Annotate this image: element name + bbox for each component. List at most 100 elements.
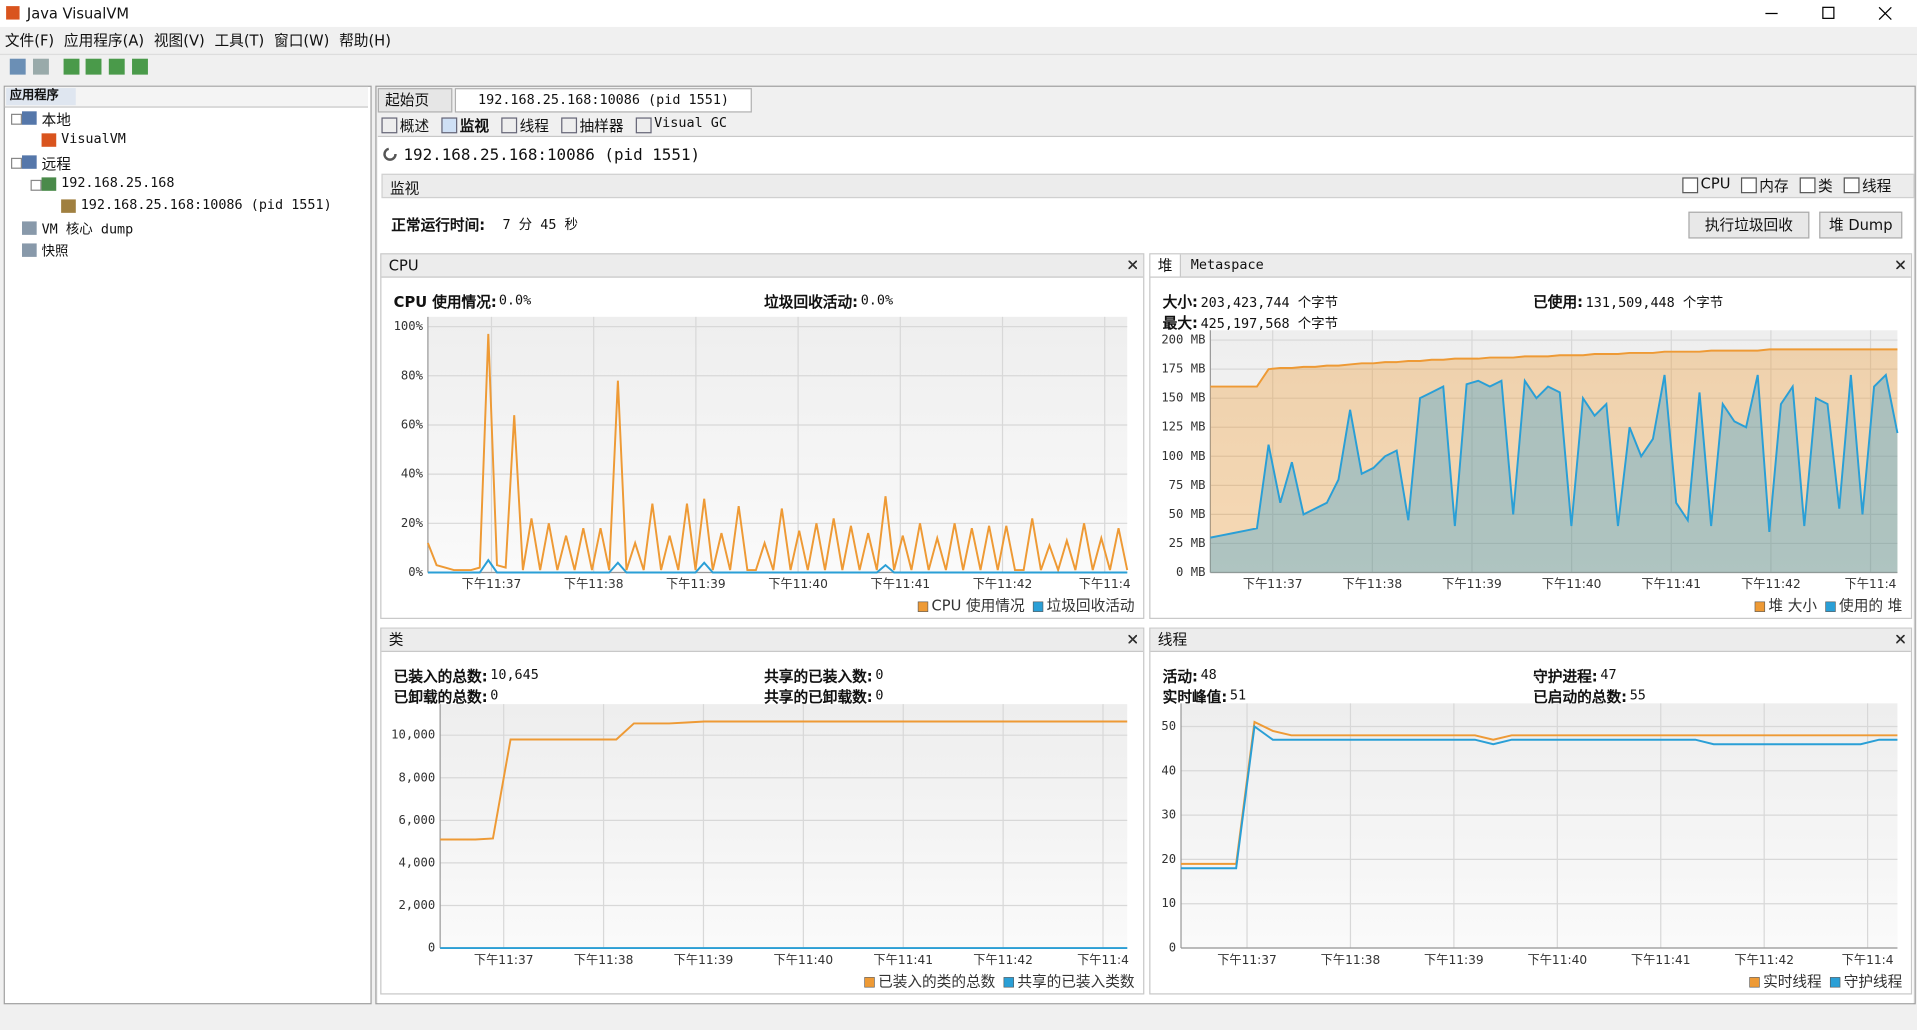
- tab[interactable]: 起始页: [377, 88, 453, 113]
- panel-tab[interactable]: Metaspace: [1190, 256, 1264, 273]
- tree-icon: [22, 221, 37, 235]
- close-button[interactable]: [1896, 634, 1905, 644]
- y-tick-label: 0%: [408, 565, 423, 579]
- legend-label: 已装入的类的总数: [878, 973, 996, 990]
- heap-dump-button[interactable]: 堆 Dump: [1819, 211, 1903, 239]
- stat-label: 共享的已装入数:: [764, 667, 873, 686]
- stat-value: 0.0%: [498, 292, 532, 309]
- y-tick-label: 60%: [401, 417, 424, 431]
- stat-value: 0.0%: [860, 292, 894, 309]
- tool-icon[interactable]: [33, 58, 49, 75]
- panel-tab[interactable]: CPU: [388, 256, 419, 275]
- subtab-icon: [561, 117, 578, 134]
- legend-swatch: [1032, 601, 1044, 612]
- gc-button[interactable]: 执行垃圾回收: [1688, 211, 1810, 239]
- x-tick-label: 下午11:37: [1217, 953, 1277, 967]
- tab[interactable]: 192.168.25.168:10086 (pid 1551): [454, 88, 753, 113]
- tree-item[interactable]: 192.168.25.168: [61, 174, 175, 191]
- x-tick-label: 下午11:42: [1741, 577, 1801, 591]
- tool-icon[interactable]: [132, 58, 148, 75]
- tree-item[interactable]: VisualVM: [61, 130, 126, 147]
- series-line: [1210, 372, 1899, 539]
- y-tick-label: 6,000: [398, 813, 435, 827]
- tree-item[interactable]: 192.168.25.168:10086 (pid 1551): [80, 196, 332, 213]
- menu-item[interactable]: 帮助(H): [339, 31, 391, 49]
- panel-tab[interactable]: 类: [388, 631, 404, 649]
- stat-label: 已启动的总数:: [1533, 688, 1628, 706]
- stat-value: 51: [1229, 687, 1247, 704]
- x-tick-label: 下午11:42: [973, 577, 1033, 591]
- tree-item[interactable]: 快照: [41, 243, 69, 260]
- y-tick-label: 100%: [394, 319, 424, 333]
- tool-icon[interactable]: [9, 58, 26, 75]
- panel-header: [1150, 628, 1911, 653]
- sidebar-tab[interactable]: 应用程序: [6, 88, 76, 106]
- window-controls[interactable]: [1748, 0, 1917, 27]
- menu-item[interactable]: 工具(T): [214, 31, 265, 49]
- legend-label: 守护线程: [1844, 973, 1903, 990]
- stat-value: 203,423,744 个字节: [1200, 294, 1339, 311]
- x-tick-label: 下午11:39: [1424, 953, 1484, 967]
- y-tick-label: 0: [428, 941, 435, 955]
- subtab[interactable]: 监视: [459, 117, 490, 135]
- expand-toggle[interactable]: [11, 113, 23, 125]
- y-tick-label: 0: [1169, 941, 1176, 955]
- tool-icon[interactable]: [63, 58, 80, 75]
- x-tick-label: 下午11:4: [1077, 953, 1129, 967]
- legend-swatch: [1754, 601, 1766, 612]
- x-tick-label: 下午11:41: [873, 953, 933, 967]
- close-button[interactable]: [1896, 260, 1905, 270]
- checkbox[interactable]: [1740, 177, 1757, 194]
- window-title: Java VisualVM: [26, 4, 130, 23]
- expand-toggle[interactable]: [11, 157, 23, 169]
- series-line: [440, 720, 1128, 841]
- tree-item[interactable]: 远程: [41, 155, 71, 173]
- tool-icon[interactable]: [108, 58, 125, 75]
- checkbox[interactable]: [1682, 177, 1699, 194]
- legend-swatch: [1829, 977, 1841, 988]
- menu-item[interactable]: 应用程序(A): [63, 31, 145, 49]
- menu-item[interactable]: 文件(F): [4, 31, 55, 49]
- x-tick-label: 下午11:4: [1842, 953, 1894, 967]
- plot-area: [427, 316, 1128, 573]
- panel-tab[interactable]: 线程: [1157, 631, 1188, 649]
- stat-label: 已装入的总数:: [393, 667, 488, 686]
- menu-item[interactable]: 视图(V): [153, 31, 205, 49]
- stat-value: 0: [875, 666, 884, 683]
- legend-label: 共享的已装入类数: [1017, 973, 1135, 990]
- panel-header: [1150, 254, 1911, 278]
- expand-toggle[interactable]: [30, 179, 42, 191]
- stat-value: 48: [1200, 666, 1217, 683]
- subtab[interactable]: 线程: [519, 117, 549, 135]
- checkbox-label: CPU: [1700, 174, 1731, 193]
- legend-swatch: [864, 977, 875, 988]
- checkbox-label: 线程: [1861, 177, 1892, 195]
- y-tick-label: 2,000: [398, 898, 435, 912]
- tree-item[interactable]: VM 核心 dump: [41, 221, 134, 238]
- checkbox[interactable]: [1799, 177, 1816, 194]
- y-tick-label: 150 MB: [1161, 391, 1205, 405]
- subtab-icon: [501, 117, 518, 134]
- y-tick-label: 30: [1161, 808, 1176, 822]
- x-tick-label: 下午11:42: [973, 953, 1033, 967]
- x-tick-label: 下午11:38: [574, 953, 634, 967]
- tool-icon[interactable]: [85, 58, 102, 75]
- tree-icon: [41, 177, 57, 191]
- view-header: 192.168.25.168:10086 (pid 1551): [403, 146, 701, 166]
- checkbox-label: 类: [1817, 177, 1833, 195]
- checkbox[interactable]: [1843, 177, 1860, 194]
- x-tick-label: 下午11:40: [768, 577, 828, 591]
- subtab[interactable]: Visual GC: [654, 114, 727, 131]
- tree-item[interactable]: 本地: [41, 111, 71, 129]
- panel-header: [381, 254, 1144, 278]
- close-button[interactable]: [1128, 260, 1137, 270]
- panel-tab[interactable]: 堆: [1150, 254, 1182, 277]
- y-tick-label: 80%: [401, 368, 424, 382]
- stat-label: 已卸载的总数:: [393, 688, 488, 706]
- y-tick-label: 10: [1161, 896, 1176, 910]
- subtab[interactable]: 概述: [399, 117, 430, 135]
- subtab[interactable]: 抽样器: [579, 117, 624, 135]
- menu-item[interactable]: 窗口(W): [274, 31, 330, 49]
- close-button[interactable]: [1128, 634, 1137, 644]
